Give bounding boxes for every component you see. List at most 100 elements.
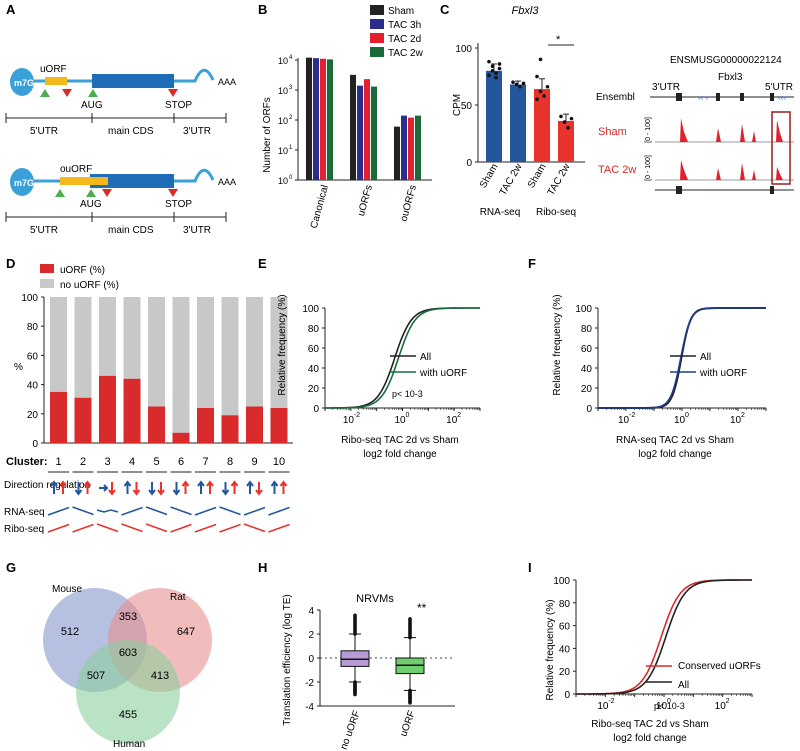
x-tick-exponent: -2 — [629, 412, 635, 419]
venn-count-mouse-human: 507 — [87, 670, 105, 682]
data-point — [538, 89, 543, 94]
bar-no-uorf — [172, 297, 190, 433]
arrow-down-icon — [157, 482, 165, 496]
polya-tail — [175, 68, 215, 83]
bar-tac-3h — [357, 85, 363, 180]
venn-label-mouse: Mouse — [52, 584, 82, 595]
y-tick-label: 20 — [559, 667, 571, 678]
y-axis-label: Relative frequency (%) — [545, 599, 556, 700]
legend-conserved: Conserved uORFs — [678, 661, 761, 672]
ribo-trend-line — [268, 523, 290, 533]
y-tick-label: 80 — [308, 324, 320, 335]
y-axis-label: % — [14, 362, 23, 373]
x-tick-label: 10 — [446, 415, 458, 426]
x-tick-label: uORFs — [356, 184, 375, 217]
ribo-seq-label: Ribo-seq — [4, 524, 44, 535]
legend-label: TAC 3h — [388, 20, 421, 31]
y-tick-label: 10 — [278, 176, 288, 186]
utr3-label: 3'UTR — [183, 225, 211, 236]
rna-trend-line — [219, 506, 241, 516]
legend-nouorf: no uORF (%) — [60, 280, 119, 291]
cluster-number: 2 — [80, 456, 86, 468]
bar-tac-2d — [408, 117, 414, 180]
x-tick-label: 10 — [343, 415, 355, 426]
x-axis-sublabel: log2 fold change — [363, 449, 437, 460]
coverage-track-tac — [680, 160, 783, 180]
ouorf-label: ouORF — [60, 164, 92, 175]
y-tick-label: 10 — [278, 116, 288, 126]
x-tick-label: 10 — [730, 415, 742, 426]
track-tac-label: TAC 2w — [598, 164, 636, 176]
y-tick-exponent: 3 — [289, 85, 293, 91]
bar-tac-2w — [371, 86, 377, 180]
polya-tail — [175, 168, 215, 183]
legend-with-uorf: with uORF — [419, 368, 467, 379]
y-tick-exponent: 2 — [289, 115, 293, 121]
panel-label-f: F — [528, 256, 536, 271]
y-tick-label: 0 — [586, 404, 592, 415]
arrow-up-icon — [59, 480, 67, 494]
arrow-down-icon — [255, 482, 263, 496]
ribo-trend-line — [243, 523, 266, 533]
aug-label: AUG — [81, 100, 103, 111]
data-point — [497, 66, 502, 71]
bar — [558, 120, 574, 162]
y-tick-label: 60 — [308, 344, 320, 355]
data-point — [535, 74, 539, 79]
y-tick-label: 40 — [27, 381, 39, 392]
panel-f-chart: Relative frequency (%) RNA-seq TAC 2d vs… — [552, 294, 767, 460]
bar — [486, 70, 502, 162]
y-tick-label: 40 — [559, 644, 571, 655]
y-tick-label: 100 — [575, 304, 592, 315]
legend-swatch-nouorf — [40, 279, 54, 288]
arrow-up-icon — [246, 480, 254, 494]
y-tick-label: 80 — [559, 599, 571, 610]
x-tick-label: 10 — [656, 701, 668, 712]
rna-trend-line — [170, 506, 192, 516]
y-tick-label: 4 — [308, 606, 314, 617]
rna-trend-line — [121, 506, 143, 516]
arrow-up-icon — [83, 480, 92, 494]
p-value: p< 10-3 — [654, 701, 685, 711]
ribo-trend-line — [72, 523, 94, 533]
panel-label-a: A — [6, 2, 16, 17]
panel-c: Fbxl3 CPM RNA-seq Ribo-seq ENSMUSG000000… — [452, 5, 794, 218]
data-point — [542, 94, 546, 98]
x-tick-exponent: -2 — [354, 412, 360, 419]
legend-label: TAC 2w — [388, 48, 424, 59]
data-point — [487, 59, 491, 64]
data-point — [569, 116, 574, 121]
data-point — [535, 97, 539, 102]
y-axis-label: Relative frequency (%) — [552, 294, 563, 395]
x-tick-exponent: 2 — [457, 412, 461, 419]
legend-all: All — [678, 680, 689, 691]
arrow-right-icon — [99, 484, 109, 492]
cdf-line-conserved — [576, 579, 752, 695]
y-tick-label: 0 — [564, 690, 570, 701]
gene-title: Fbxl3 — [512, 5, 540, 17]
data-point — [559, 114, 563, 119]
group-label-rna: RNA-seq — [480, 207, 521, 218]
rna-trend-line — [145, 506, 168, 516]
venn-count-human: 455 — [119, 709, 137, 721]
chart-title: NRVMs — [356, 593, 394, 605]
arrow-up-icon — [279, 480, 288, 494]
cap-label: m7G — [14, 178, 34, 188]
panel-label-g: G — [6, 560, 16, 575]
highlight-box — [771, 111, 791, 185]
coverage-track-sham — [680, 118, 783, 142]
panel-g-venn: Mouse Rat Human 512 647 455 353 507 413 … — [43, 584, 212, 750]
sig-marker: * — [556, 34, 561, 46]
x-tick-label: ouORFs — [399, 184, 419, 223]
legend-label: Sham — [388, 6, 414, 17]
bar-no-uorf — [123, 297, 141, 379]
polya-label: AAA — [218, 177, 236, 187]
bar-uorf — [197, 407, 214, 443]
x-tick-label: 10 — [618, 415, 630, 426]
start-triangle — [86, 189, 96, 197]
y-tick-label: 0 — [32, 439, 38, 450]
arrow-down-icon — [132, 482, 141, 496]
panel-a: m7G uORF AAA AUG STOP 5'UTR main CDS 3'U… — [5, 64, 236, 236]
rna-trend-line — [194, 506, 217, 516]
